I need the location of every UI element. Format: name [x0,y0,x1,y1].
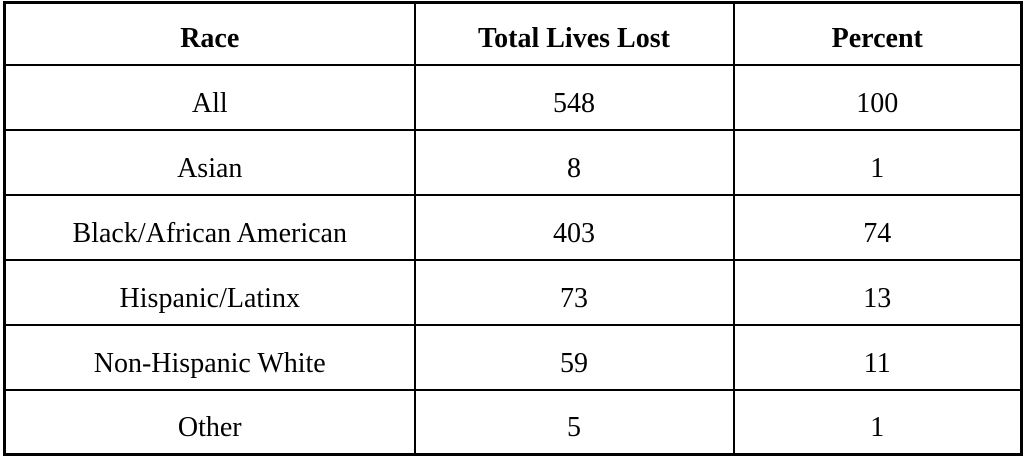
cell-race: Other [3,388,416,456]
cell-percent: 100 [732,63,1023,131]
table-row: Non-Hispanic White 59 11 [3,323,1023,391]
table-header-row: Race Total Lives Lost Percent [3,1,1023,66]
header-cell-total: Total Lives Lost [413,1,735,66]
cell-total: 5 [413,388,735,456]
cell-race: Hispanic/Latinx [3,258,416,326]
header-cell-percent: Percent [732,1,1023,66]
cell-race: Non-Hispanic White [3,323,416,391]
cell-percent: 1 [732,388,1023,456]
cell-percent: 74 [732,193,1023,261]
cell-total: 59 [413,323,735,391]
table-row: Hispanic/Latinx 73 13 [3,258,1023,326]
cell-race: All [3,63,416,131]
cell-percent: 11 [732,323,1023,391]
table-row: All 548 100 [3,63,1023,131]
table-row: Asian 8 1 [3,128,1023,196]
cell-total: 73 [413,258,735,326]
cell-total: 548 [413,63,735,131]
cell-percent: 13 [732,258,1023,326]
table-row: Black/African American 403 74 [3,193,1023,261]
cell-percent: 1 [732,128,1023,196]
table-row: Other 5 1 [3,388,1023,456]
cell-total: 8 [413,128,735,196]
cell-race: Black/African American [3,193,416,261]
race-lives-lost-table: Race Total Lives Lost Percent All 548 10… [3,1,1023,456]
cell-race: Asian [3,128,416,196]
cell-total: 403 [413,193,735,261]
header-cell-race: Race [3,1,416,66]
